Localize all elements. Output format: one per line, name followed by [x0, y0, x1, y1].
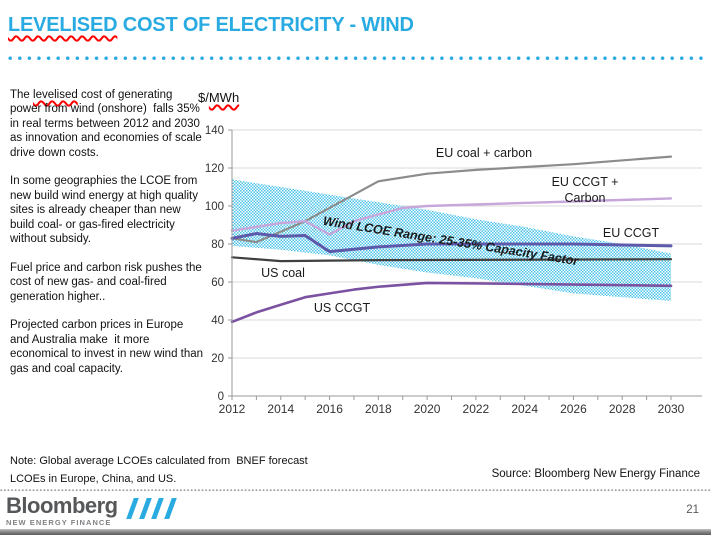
commentary-column: The levelised cost of generating power f…	[10, 88, 204, 390]
y-tick-label: 100	[205, 201, 224, 213]
x-tick-label: 2018	[365, 402, 392, 416]
footnote: Note: Global average LCOEs calculated fr…	[10, 455, 308, 485]
paragraph-1: The levelised cost of generating power f…	[10, 89, 205, 159]
series-line-eu-ccgt	[230, 232, 673, 254]
spellcheck-word: levelised	[33, 89, 78, 101]
y-tick-label: 140	[205, 125, 224, 137]
page-number: 21	[686, 504, 699, 516]
y-axis-title: $/MWh	[198, 90, 240, 105]
slash-icon	[126, 498, 139, 519]
logo-wordmark: Bloomberg	[6, 493, 118, 518]
y-tick-label: 80	[211, 239, 224, 251]
x-tick-label: 2016	[316, 402, 343, 416]
paragraph-3: Fuel price and carbon risk pushes the co…	[10, 261, 205, 303]
y-tick-label: 60	[211, 277, 224, 289]
title-underlined-word: LEVELISED	[8, 14, 118, 36]
slash-icon	[163, 498, 176, 519]
chart-annotation: EU CCGT + Carbon	[552, 175, 619, 205]
x-tick-label: 2012	[219, 402, 246, 416]
dotted-rule	[8, 56, 706, 61]
series-line-eu-coal-carbon	[230, 155, 673, 244]
y-tick-label: 20	[211, 353, 224, 365]
x-tick-label: 2028	[609, 402, 636, 416]
x-tick-label: 2024	[511, 402, 538, 416]
lcoe-line-chart: 0 20 40 60 80 100 120 140 2012 2014 2016 2018 2020 20…	[205, 125, 702, 416]
slash-icon	[151, 498, 164, 519]
paragraph-2: In some geographies the LCOE from new bu…	[10, 175, 202, 246]
series-line-eu-ccgt-carbon	[230, 197, 673, 236]
chart-annotation: US CCGT	[314, 301, 371, 315]
logo-slashes-icon	[126, 498, 176, 519]
series-line-us-ccgt	[230, 281, 673, 324]
chart-series	[230, 155, 673, 324]
footer-dotted-divider	[0, 489, 711, 492]
y-tick-label: 0	[218, 391, 224, 403]
source-credit: Source: Bloomberg New Energy Finance	[491, 468, 700, 480]
x-tick-label: 2014	[267, 402, 294, 416]
y-tick-label: 120	[205, 163, 224, 175]
x-tick-label: 2020	[414, 402, 441, 416]
y-tick-label: 40	[211, 315, 224, 327]
page-title: LEVELISED COST OF ELECTRICITY - WIND	[8, 14, 414, 37]
series-line-us-coal	[230, 256, 673, 263]
chart-annotation: EU coal + carbon	[436, 146, 532, 160]
x-tick-label: 2030	[658, 402, 685, 416]
wind-lcoe-band	[232, 179, 671, 301]
logo-subtitle: NEW ENERGY FINANCE	[6, 518, 112, 527]
bloomberg-logo: Bloomberg NEW ENERGY FINANCE	[6, 493, 176, 527]
x-tick-label: 2026	[560, 402, 587, 416]
title-rest: COST OF ELECTRICITY - WIND	[117, 14, 414, 36]
spellcheck-word: MWh	[208, 90, 240, 105]
paragraph-4: Projected carbon prices in Europe and Au…	[10, 319, 207, 375]
slash-icon	[138, 498, 151, 519]
footer-bar	[0, 529, 711, 535]
chart-axes: 0 20 40 60 80 100 120 140 2012 2014 2016 2018 2020 20…	[205, 125, 702, 416]
chart-annotation: US coal	[261, 266, 305, 280]
x-tick-label: 2022	[463, 402, 490, 416]
chart-annotation: EU CCGT	[603, 226, 660, 240]
